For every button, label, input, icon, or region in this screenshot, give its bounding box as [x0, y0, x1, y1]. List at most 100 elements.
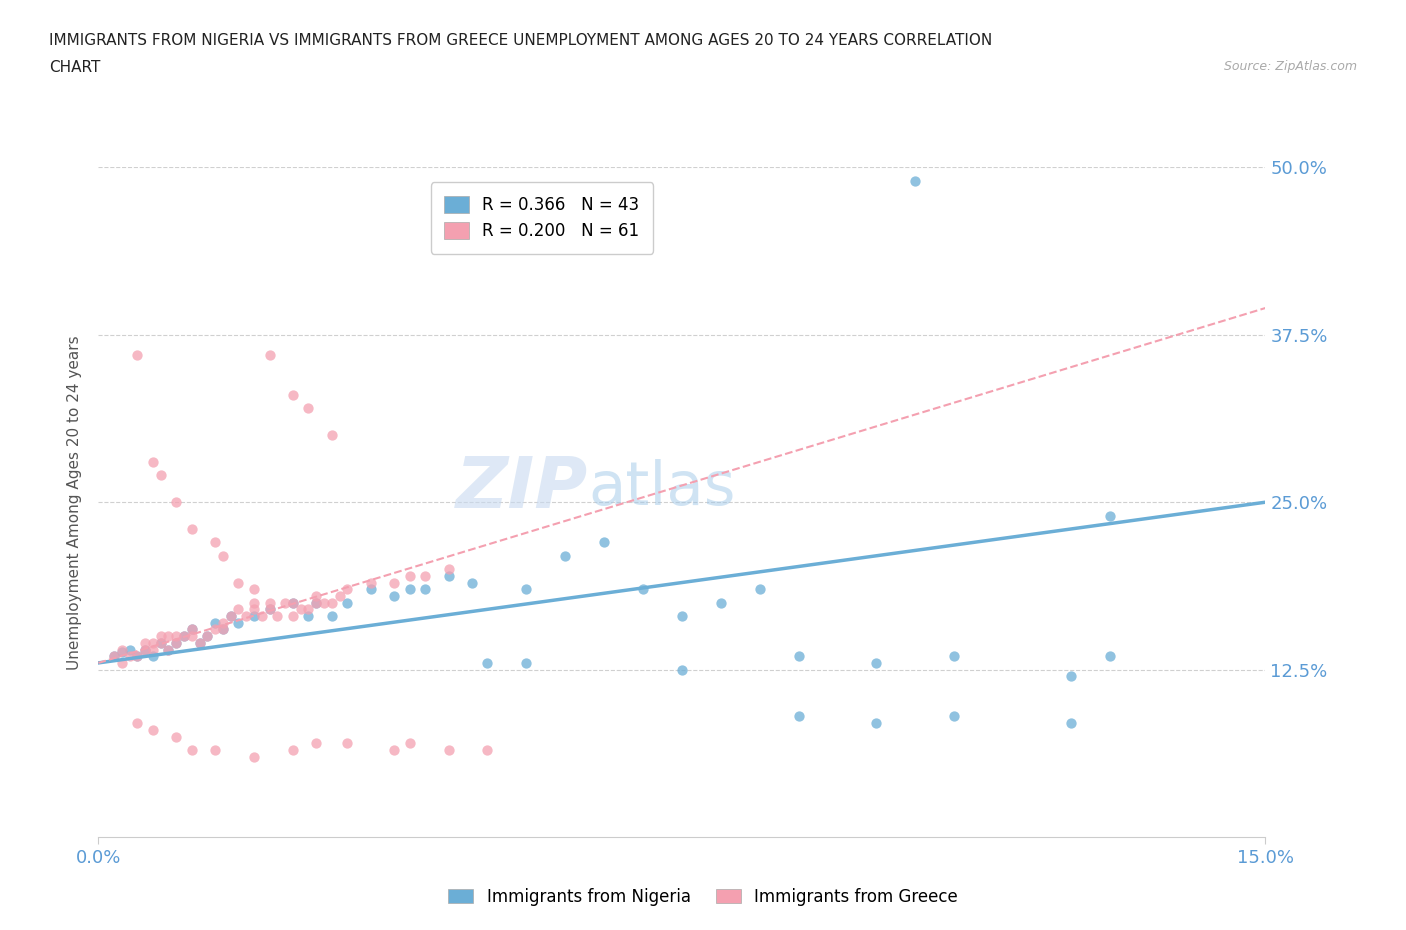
Point [477, 656, 499, 671]
Point [212, 549, 235, 564]
Point [437, 568, 460, 583]
Point [305, 589, 328, 604]
Point [281, 595, 304, 610]
Point [118, 642, 141, 657]
Point [477, 742, 499, 757]
Point [250, 608, 273, 623]
Point [281, 595, 304, 610]
Point [1060, 716, 1083, 731]
Point [149, 635, 172, 650]
Point [103, 649, 125, 664]
Point [180, 622, 202, 637]
Text: CHART: CHART [49, 60, 101, 75]
Point [243, 608, 266, 623]
Point [165, 629, 187, 644]
Point [243, 602, 266, 617]
Point [281, 608, 304, 623]
Point [360, 575, 382, 590]
Point [204, 622, 226, 637]
Point [297, 602, 319, 617]
Point [297, 608, 319, 623]
Point [127, 716, 149, 731]
Text: Source: ZipAtlas.com: Source: ZipAtlas.com [1223, 60, 1357, 73]
Point [173, 629, 195, 644]
Point [228, 575, 250, 590]
Legend: R = 0.366   N = 43, R = 0.200   N = 61: R = 0.366 N = 43, R = 0.200 N = 61 [430, 182, 652, 254]
Point [710, 595, 733, 610]
Point [134, 642, 156, 657]
Text: IMMIGRANTS FROM NIGERIA VS IMMIGRANTS FROM GREECE UNEMPLOYMENT AMONG AGES 20 TO : IMMIGRANTS FROM NIGERIA VS IMMIGRANTS FR… [49, 33, 993, 47]
Point [142, 455, 165, 470]
Point [1060, 669, 1083, 684]
Point [266, 608, 288, 623]
Point [259, 595, 281, 610]
Point [243, 595, 266, 610]
Point [165, 635, 187, 650]
Point [235, 608, 257, 623]
Point [149, 468, 172, 483]
Point [142, 635, 165, 650]
Point [943, 709, 966, 724]
Point [212, 622, 235, 637]
Point [157, 642, 180, 657]
Point [243, 750, 266, 764]
Point [1098, 508, 1121, 523]
Point [382, 575, 405, 590]
Point [157, 642, 180, 657]
Point [243, 582, 266, 597]
Point [305, 595, 328, 610]
Point [515, 582, 537, 597]
Point [297, 401, 319, 416]
Point [111, 642, 134, 657]
Point [398, 582, 420, 597]
Point [204, 742, 226, 757]
Point [865, 716, 887, 731]
Point [329, 589, 352, 604]
Point [413, 568, 436, 583]
Point [103, 649, 125, 664]
Point [180, 522, 202, 537]
Y-axis label: Unemployment Among Ages 20 to 24 years: Unemployment Among Ages 20 to 24 years [67, 335, 83, 670]
Point [321, 428, 343, 443]
Point [204, 535, 226, 550]
Point [149, 635, 172, 650]
Point [188, 635, 211, 650]
Point [188, 635, 211, 650]
Point [336, 736, 359, 751]
Point [118, 649, 141, 664]
Point [173, 629, 195, 644]
Point [671, 662, 693, 677]
Point [336, 595, 359, 610]
Point [305, 736, 328, 751]
Point [515, 656, 537, 671]
Point [165, 635, 187, 650]
Point [180, 742, 202, 757]
Point [593, 535, 616, 550]
Point [212, 616, 235, 631]
Point [437, 742, 460, 757]
Point [127, 649, 149, 664]
Point [398, 736, 420, 751]
Point [437, 562, 460, 577]
Text: ZIP: ZIP [457, 455, 589, 524]
Point [787, 709, 810, 724]
Point [195, 629, 218, 644]
Point [943, 649, 966, 664]
Point [180, 629, 202, 644]
Point [1098, 649, 1121, 664]
Point [336, 582, 359, 597]
Point [127, 649, 149, 664]
Point [149, 629, 172, 644]
Point [461, 575, 484, 590]
Point [259, 602, 281, 617]
Point [134, 642, 156, 657]
Point [787, 649, 810, 664]
Point [274, 595, 297, 610]
Point [865, 656, 887, 671]
Point [290, 602, 312, 617]
Point [904, 173, 927, 188]
Point [204, 616, 226, 631]
Point [671, 608, 693, 623]
Point [382, 742, 405, 757]
Point [228, 602, 250, 617]
